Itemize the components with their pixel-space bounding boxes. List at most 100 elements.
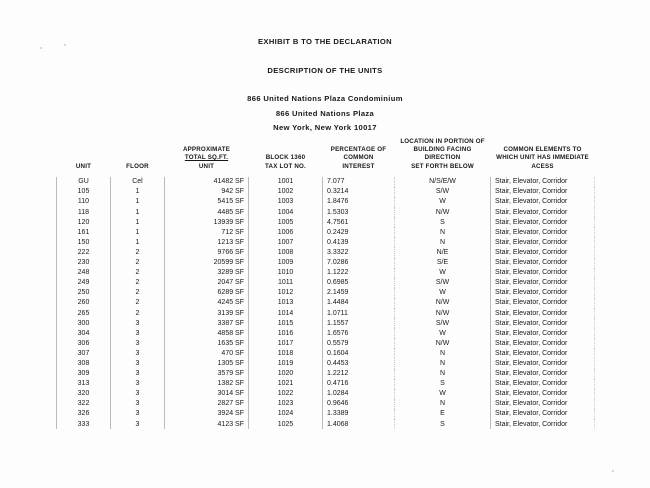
cell-floor: 3 [110, 358, 165, 369]
units-table-body: GU Cel 41482 SF 1001 7.077 N/S/E/W Stair, Elev… [56, 176, 595, 430]
cell-unit: 260 [56, 297, 111, 308]
cell-square-feet: 3014 SF [164, 388, 249, 399]
table-row: 326 3 3924 SF 1024 1.3389 E Stair, Elevator, C… [56, 408, 595, 419]
cell-unit: GU [56, 176, 111, 187]
header-common-elements: COMMON ELEMENTS TO WHICH UNIT HAS IMMEDI… [491, 138, 595, 177]
cell-tax-lot: 1011 [248, 277, 323, 288]
cell-floor: 3 [110, 318, 165, 329]
cell-unit: 307 [56, 348, 111, 359]
cell-common-elements: Stair, Elevator, Corridor [490, 297, 595, 308]
cell-location-direction: N [394, 348, 491, 359]
cell-square-feet: 1382 SF [164, 378, 249, 389]
cell-unit: 300 [56, 318, 111, 329]
cell-percentage-interest: 1.6576 [322, 328, 395, 339]
cell-square-feet: 3924 SF [164, 408, 249, 419]
cell-percentage-interest: 0.4139 [322, 237, 395, 248]
cell-square-feet: 3579 SF [164, 368, 249, 379]
table-row: 249 2 2047 SF 1011 0.6985 S/W Stair, Elevator,… [56, 277, 595, 288]
cell-tax-lot: 1021 [248, 378, 323, 389]
cell-square-feet: 6289 SF [164, 287, 249, 298]
cell-location-direction: N [394, 237, 491, 248]
cell-unit: 248 [56, 267, 111, 278]
cell-floor: 1 [110, 196, 165, 208]
header-sqft-line2: TOTAL SQ.FT. [184, 154, 229, 162]
cell-percentage-interest: 0.4453 [322, 358, 395, 369]
cell-tax-lot: 1010 [248, 267, 323, 278]
header-sqft-line1: APPROXIMATE [182, 146, 231, 154]
cell-tax-lot: 1006 [248, 227, 323, 238]
table-row: 309 3 3579 SF 1020 1.2212 N Stair, Elevator, C… [56, 368, 595, 379]
cell-square-feet: 5415 SF [164, 196, 249, 208]
cell-location-direction: W [394, 196, 491, 208]
cell-location-direction: E [394, 408, 491, 419]
cell-percentage-interest: 2.1459 [322, 287, 395, 298]
header-pct-line2: COMMON [343, 154, 374, 162]
table-row: GU Cel 41482 SF 1001 7.077 N/S/E/W Stair, Elev… [56, 176, 595, 187]
cell-common-elements: Stair, Elevator, Corridor [490, 237, 595, 248]
scan-speck [40, 47, 42, 49]
cell-unit: 250 [56, 287, 111, 298]
cell-floor: 1 [110, 237, 165, 248]
cell-floor: 2 [110, 267, 165, 278]
cell-location-direction: W [394, 267, 491, 278]
cell-floor: 2 [110, 307, 165, 319]
cell-tax-lot: 1019 [248, 358, 323, 369]
cell-common-elements: Stair, Elevator, Corridor [490, 378, 595, 389]
cell-common-elements: Stair, Elevator, Corridor [490, 176, 595, 187]
cell-floor: 2 [110, 277, 165, 288]
header-floor: FLOOR [111, 138, 165, 177]
table-row: 313 3 1382 SF 1021 0.4716 S Stair, Elevator, C… [56, 378, 595, 389]
cell-common-elements: Stair, Elevator, Corridor [490, 408, 595, 419]
header-row: UNIT FLOOR APPROXIMATE TOTAL SQ.FT. UNIT… [57, 138, 595, 177]
cell-floor: 1 [110, 227, 165, 238]
cell-common-elements: Stair, Elevator, Corridor [490, 186, 595, 197]
table-row: 110 1 5415 SF 1003 1.8476 W Stair, Elevator, C… [56, 196, 595, 208]
header-location-direction: LOCATION IN PORTION OF BUILDING FACING D… [395, 138, 491, 177]
scan-speck [612, 470, 614, 472]
cell-floor: 1 [110, 186, 165, 197]
header-pct-line1: PERCENTAGE OF [330, 146, 387, 154]
cell-percentage-interest: 1.5303 [322, 207, 395, 218]
cell-percentage-interest: 0.2429 [322, 227, 395, 238]
cell-unit: 320 [56, 388, 111, 399]
cell-percentage-interest: 1.1557 [322, 318, 395, 329]
cell-percentage-interest: 0.1604 [322, 348, 395, 359]
cell-common-elements: Stair, Elevator, Corridor [490, 217, 595, 228]
cell-square-feet: 4485 SF [164, 207, 249, 218]
cell-floor: 2 [110, 297, 165, 308]
cell-location-direction: S/E [394, 257, 491, 268]
cell-tax-lot: 1003 [248, 196, 323, 208]
cell-percentage-interest: 1.4068 [322, 419, 395, 430]
cell-common-elements: Stair, Elevator, Corridor [490, 227, 595, 238]
cell-unit: 105 [56, 186, 111, 197]
table-row: 260 2 4245 SF 1013 1.4484 N/W Stair, Elevator,… [56, 297, 595, 308]
header-floor-label: FLOOR [126, 162, 149, 170]
header-pct-line3: INTEREST [342, 162, 375, 170]
cell-square-feet: 41482 SF [164, 176, 249, 187]
cell-percentage-interest: 1.2212 [322, 368, 395, 379]
table-row: 248 2 3289 SF 1010 1.1222 W Stair, Elevator, C… [56, 267, 595, 278]
cell-location-direction: N/W [394, 338, 491, 349]
table-row: 306 3 1635 SF 1017 0.5579 N/W Stair, Elevator,… [56, 338, 595, 349]
cell-location-direction: N/W [394, 207, 491, 218]
table-row: 308 3 1305 SF 1019 0.4453 N Stair, Elevator, C… [56, 358, 595, 369]
cell-location-direction: N/E [394, 247, 491, 258]
cell-percentage-interest: 1.1222 [322, 267, 395, 278]
header-dir-line2: BUILDING FACING DIRECTION [413, 146, 472, 162]
cell-common-elements: Stair, Elevator, Corridor [490, 328, 595, 339]
cell-percentage-interest: 0.4716 [322, 378, 395, 389]
cell-tax-lot: 1023 [248, 398, 323, 409]
cell-tax-lot: 1013 [248, 297, 323, 308]
cell-common-elements: Stair, Elevator, Corridor [490, 368, 595, 379]
cell-floor: 3 [110, 348, 165, 359]
cell-common-elements: Stair, Elevator, Corridor [490, 247, 595, 258]
table-row: 304 3 4858 SF 1016 1.6576 W Stair, Elevator, C… [56, 328, 595, 339]
cell-unit: 161 [56, 227, 111, 238]
scan-speck [64, 44, 66, 46]
cell-unit: 306 [56, 338, 111, 349]
table-row: 333 3 4123 SF 1025 1.4068 S Stair, Elevator, C… [56, 419, 595, 430]
cell-unit: 313 [56, 378, 111, 389]
cell-percentage-interest: 1.4484 [322, 297, 395, 308]
table-row: 307 3 470 SF 1018 0.1604 N Stair, Elevator, Co… [56, 348, 595, 359]
building-address: 866 United Nations Plaza [275, 108, 375, 118]
